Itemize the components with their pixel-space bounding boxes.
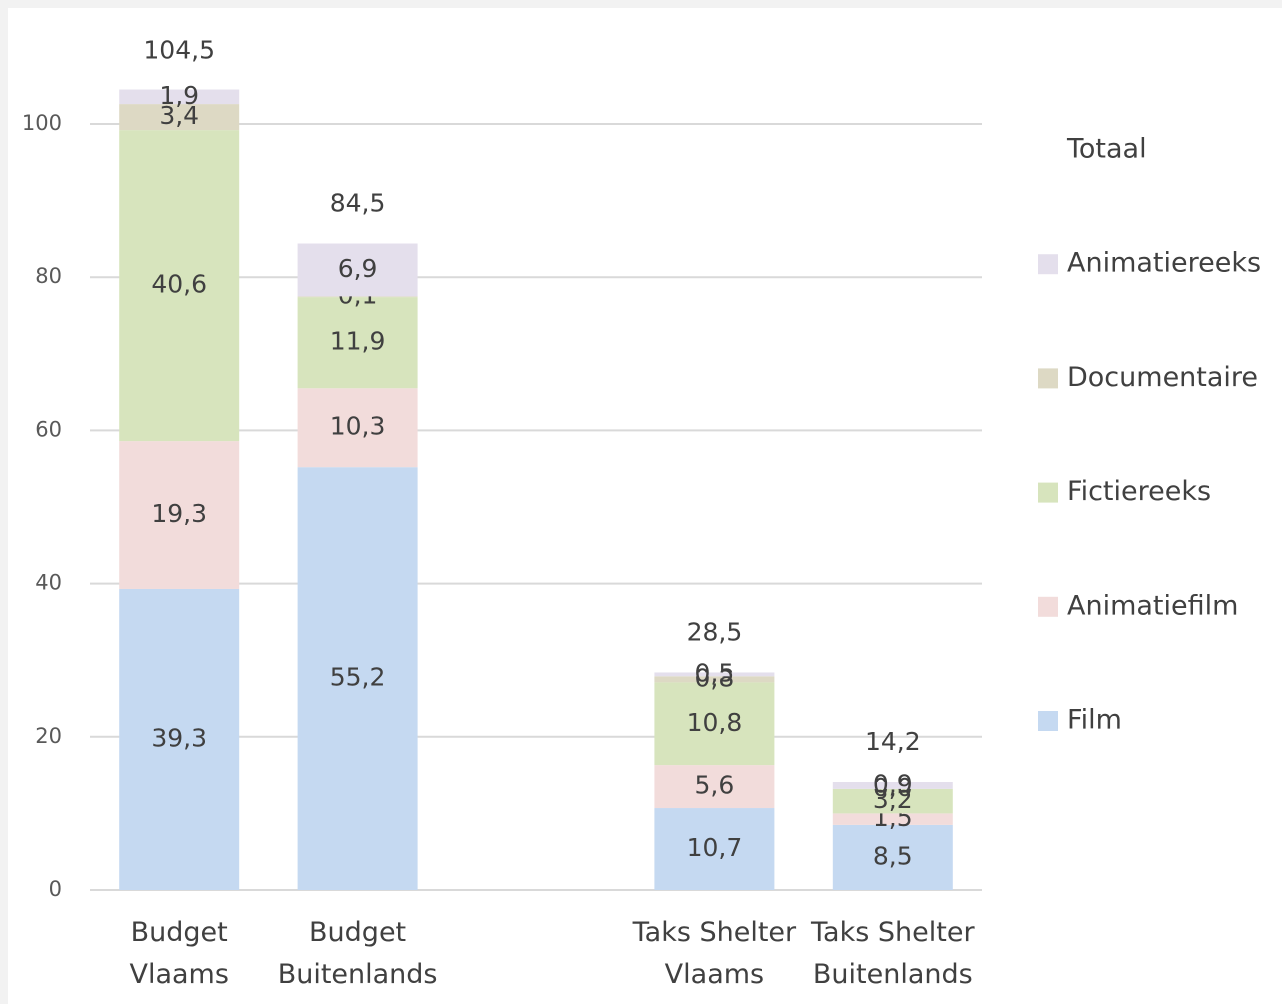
bar-segment: [119, 130, 240, 442]
data-label: 8,5: [873, 841, 913, 870]
legend-label: Fictiereeks: [1067, 476, 1211, 507]
data-label: 10,3: [330, 412, 386, 441]
data-label: 0,9: [873, 769, 913, 798]
y-tick-label: 0: [49, 877, 62, 901]
total-label: 104,5: [143, 36, 215, 65]
bar-segment: [832, 824, 953, 890]
y-tick-label: 80: [35, 264, 62, 288]
data-label: 10,7: [687, 833, 743, 862]
data-label: 0,5: [695, 658, 735, 687]
legend-swatch: [1038, 482, 1058, 503]
data-label: 11,9: [330, 327, 386, 356]
bar-segment: [654, 808, 775, 890]
bar-segment: [119, 588, 240, 890]
legend-label: Animatiefilm: [1067, 590, 1238, 621]
legend-swatch: [1038, 711, 1058, 731]
bar-segment: [654, 672, 775, 677]
x-tick-label-line: Buitenlands: [813, 959, 973, 990]
data-label: 10,8: [687, 708, 743, 737]
legend-swatch: [1038, 596, 1058, 617]
x-tick-label: Taks Shelter Buitenlands: [810, 917, 975, 990]
bar-segment: [297, 467, 418, 890]
bar-segment: [654, 765, 775, 809]
y-tick-label: 100: [22, 111, 62, 135]
bar-segment: [832, 781, 953, 789]
bar-segment: [832, 813, 953, 825]
x-tick-label: Taks Shelter Vlaams: [632, 917, 797, 990]
legend-label: Documentaire: [1067, 362, 1258, 393]
legend-swatch: [1038, 368, 1058, 389]
x-tick-label-line: Vlaams: [129, 959, 228, 990]
bar-segment: [297, 388, 418, 468]
bar-segment: [654, 676, 775, 683]
bar-segment: [119, 104, 240, 131]
total-label: 14,2: [865, 727, 921, 756]
bar-segment: [654, 682, 775, 766]
data-label: 1,9: [159, 81, 199, 110]
x-tick-label-line: Vlaams: [665, 959, 764, 990]
x-tick-label-line: Buitenlands: [278, 959, 438, 990]
legend-label: Film: [1067, 705, 1122, 736]
x-tick-label-line: Budget: [309, 917, 406, 948]
data-label: 19,3: [151, 499, 207, 528]
data-label: 55,2: [330, 663, 386, 692]
y-tick-label: 60: [35, 417, 62, 441]
data-label: 6,9: [338, 254, 378, 283]
total-label: 28,5: [687, 618, 743, 647]
y-tick-label: 40: [35, 571, 62, 595]
total-label: 84,5: [330, 189, 386, 218]
x-tick-label-line: Budget: [131, 917, 228, 948]
bar-segment: [119, 441, 240, 589]
legend-swatch: [1038, 254, 1058, 275]
x-tick-label: Budget Buitenlands: [278, 917, 438, 990]
y-tick-label: 20: [35, 724, 62, 748]
bar-segment: [297, 296, 418, 298]
bar-segment: [119, 89, 240, 105]
data-label: 39,3: [151, 723, 207, 752]
data-label: 0,8: [695, 663, 735, 692]
bar-segment: [297, 297, 418, 389]
legend-label: Totaal: [1066, 134, 1147, 165]
data-label: 3,2: [873, 785, 913, 814]
x-tick-label: Budget Vlaams: [129, 917, 228, 990]
data-label: 5,6: [695, 771, 735, 800]
bar-segment: [832, 788, 953, 814]
data-label: 40,6: [151, 270, 207, 299]
legend-label: Animatiereeks: [1067, 248, 1261, 279]
bar-segment: [297, 243, 418, 297]
x-tick-label-line: Taks Shelter: [810, 917, 975, 948]
x-tick-label-line: Taks Shelter: [632, 917, 797, 948]
data-label: 3,4: [159, 101, 199, 130]
